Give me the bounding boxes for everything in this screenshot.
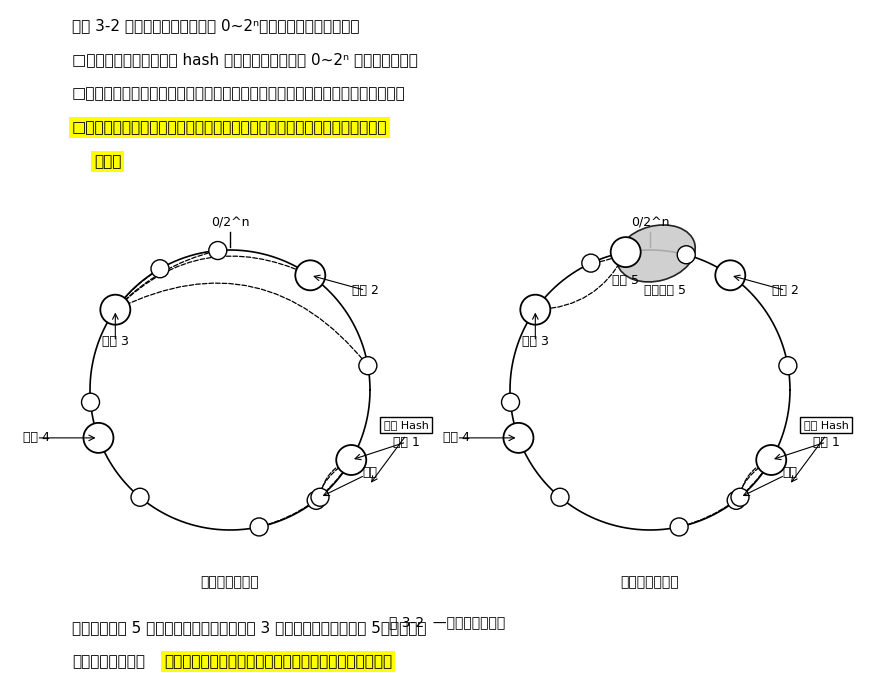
Text: 节点 2: 节点 2 [352,284,379,297]
Circle shape [250,518,268,536]
Text: 可以看出，一致性哈希算法在很大程度上避免了数据迁移: 可以看出，一致性哈希算法在很大程度上避免了数据迁移 [164,654,392,669]
Circle shape [295,260,325,290]
Circle shape [209,241,227,260]
Circle shape [151,260,169,278]
FancyArrowPatch shape [320,461,348,494]
Text: 如图 3-2 所示，假设哈希空间为 0~2ⁿ，一致性哈希算法如下：: 如图 3-2 所示，假设哈希空间为 0~2ⁿ，一致性哈希算法如下： [72,18,359,33]
Circle shape [756,445,786,475]
Circle shape [131,488,149,506]
Text: 0/2^n: 0/2^n [631,217,670,230]
FancyArrowPatch shape [101,427,110,448]
Circle shape [336,445,367,475]
FancyArrowPatch shape [594,254,622,262]
FancyArrowPatch shape [538,256,624,309]
FancyArrowPatch shape [682,463,769,526]
Text: 添加节点示意图: 添加节点示意图 [620,575,679,589]
Text: 计算 Hash: 计算 Hash [384,420,429,430]
Text: 计算 Hash: 计算 Hash [804,420,848,430]
Text: 对象: 对象 [362,466,377,479]
Circle shape [503,423,534,453]
Text: 节点 1: 节点 1 [813,435,839,449]
Text: 分布均保持不变。: 分布均保持不变。 [72,654,145,669]
Circle shape [611,237,641,267]
FancyArrowPatch shape [119,283,367,363]
Circle shape [308,491,325,510]
FancyArrowPatch shape [521,427,529,448]
Circle shape [779,357,797,374]
Text: 一致性哈希算法: 一致性哈希算法 [200,575,259,589]
Text: 对象: 对象 [782,466,797,479]
Ellipse shape [617,225,696,282]
Circle shape [678,246,696,264]
Text: 节点 4: 节点 4 [443,431,470,444]
Circle shape [715,260,746,290]
Text: □然后从数据映射的位置开始顺时针查找，将数据分布到找到的第一个服务器: □然后从数据映射的位置开始顺时针查找，将数据分布到找到的第一个服务器 [72,120,387,135]
Text: 节点 2: 节点 2 [772,284,798,297]
Circle shape [520,295,551,325]
Circle shape [670,518,688,536]
Text: □其次使用同样的方法求出待存储对象的主键哈希值，也将其配置到这个圆环上；: □其次使用同样的方法求出待存储对象的主键哈希值，也将其配置到这个圆环上； [72,86,406,101]
Text: 图 3-2  —一致性哈希算法: 图 3-2 —一致性哈希算法 [389,615,505,629]
FancyArrowPatch shape [740,461,767,494]
Circle shape [551,488,569,506]
Text: 加入节点 5: 加入节点 5 [644,284,686,297]
Circle shape [311,488,329,506]
Circle shape [100,295,131,325]
Text: 节点 4: 节点 4 [23,431,50,444]
Circle shape [83,423,114,453]
FancyArrowPatch shape [118,251,215,307]
Circle shape [358,357,377,374]
Text: □首先求出每个服务器的 hash 值，将其配置到一个 0~2ⁿ 的圆环区间上；: □首先求出每个服务器的 hash 值，将其配置到一个 0~2ⁿ 的圆环区间上； [72,52,417,67]
Circle shape [727,491,746,510]
FancyArrowPatch shape [738,462,768,498]
Circle shape [582,254,600,272]
Text: 节点 1: 节点 1 [392,435,419,449]
Circle shape [81,393,99,411]
Text: 节点 3: 节点 3 [522,335,549,348]
Circle shape [502,393,519,411]
Text: 0/2^n: 0/2^n [211,217,249,230]
Text: 增加服务节点 5 以后，某些原来分布到节点 3 的数据需要迁移到节点 5，其他数据: 增加服务节点 5 以后，某些原来分布到节点 3 的数据需要迁移到节点 5，其他数… [72,620,426,635]
FancyArrowPatch shape [118,270,157,307]
FancyArrowPatch shape [317,462,348,498]
FancyArrowPatch shape [118,256,308,307]
FancyArrowPatch shape [262,463,349,526]
Text: 节点 3: 节点 3 [102,335,129,348]
Text: 节点 5: 节点 5 [612,274,639,287]
Text: 节点。: 节点。 [94,154,122,169]
Circle shape [731,488,749,506]
